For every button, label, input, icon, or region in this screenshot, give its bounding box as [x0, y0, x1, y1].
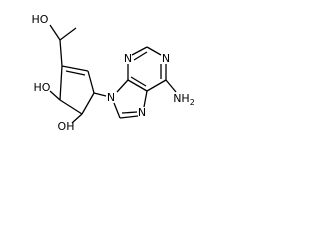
atom-label: N	[107, 91, 115, 104]
atom-label: N	[162, 52, 170, 65]
amine-text: NH	[173, 92, 190, 105]
atom-label: N	[138, 106, 146, 119]
atom-label: HO	[32, 13, 49, 26]
atom-label: N	[124, 52, 132, 65]
atom-label: OH	[58, 120, 75, 133]
amine-subscript: 2	[190, 98, 195, 107]
bonds	[49, 24, 177, 124]
atom-label: NH2	[173, 92, 195, 107]
atom-label: HO	[34, 81, 51, 94]
molecule: HO HO OH N N N N NH2	[32, 13, 195, 133]
